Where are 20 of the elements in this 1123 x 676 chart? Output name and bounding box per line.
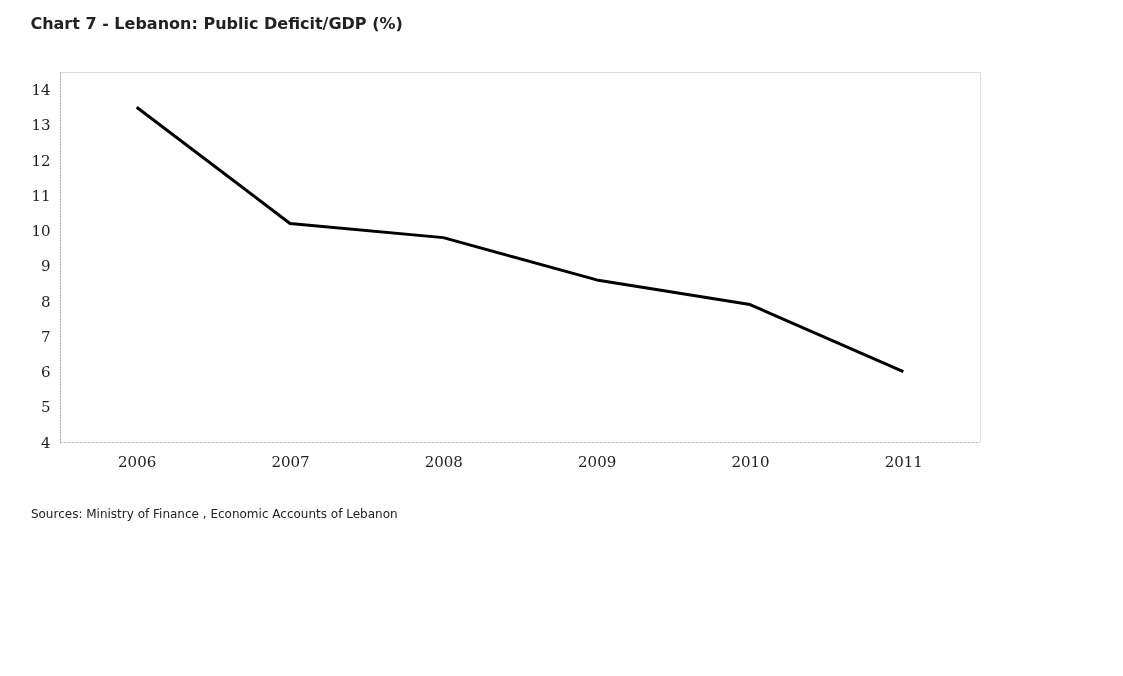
y-tick-label: 13 <box>31 116 51 135</box>
x-tick-label: 2010 <box>731 452 770 471</box>
y-tick-label: 4 <box>40 433 51 452</box>
source-note: Sources: Ministry of Finance , Economic Accounts of Lebanon <box>30 507 398 521</box>
y-tick-label: 10 <box>31 222 51 241</box>
y-tick-label: 9 <box>40 257 51 276</box>
y-tick-label: 11 <box>31 186 51 205</box>
y-tick-label: 14 <box>31 81 51 100</box>
y-tick-label: 12 <box>31 151 51 170</box>
x-tick-label: 2008 <box>424 452 463 471</box>
y-tick-label: 7 <box>40 327 51 346</box>
chart-title: Chart 7 - Lebanon: Public Deficit/GDP (%) <box>30 13 403 33</box>
x-tick-label: 2011 <box>884 452 923 471</box>
x-tick-label: 2007 <box>271 452 310 471</box>
line-series <box>135 105 905 374</box>
x-tick-label: 2006 <box>118 452 157 471</box>
y-tick-label: 6 <box>40 363 51 382</box>
x-tick-label: 2009 <box>578 452 617 471</box>
y-tick-label: 5 <box>40 398 51 417</box>
y-tick-label: 8 <box>40 292 51 311</box>
